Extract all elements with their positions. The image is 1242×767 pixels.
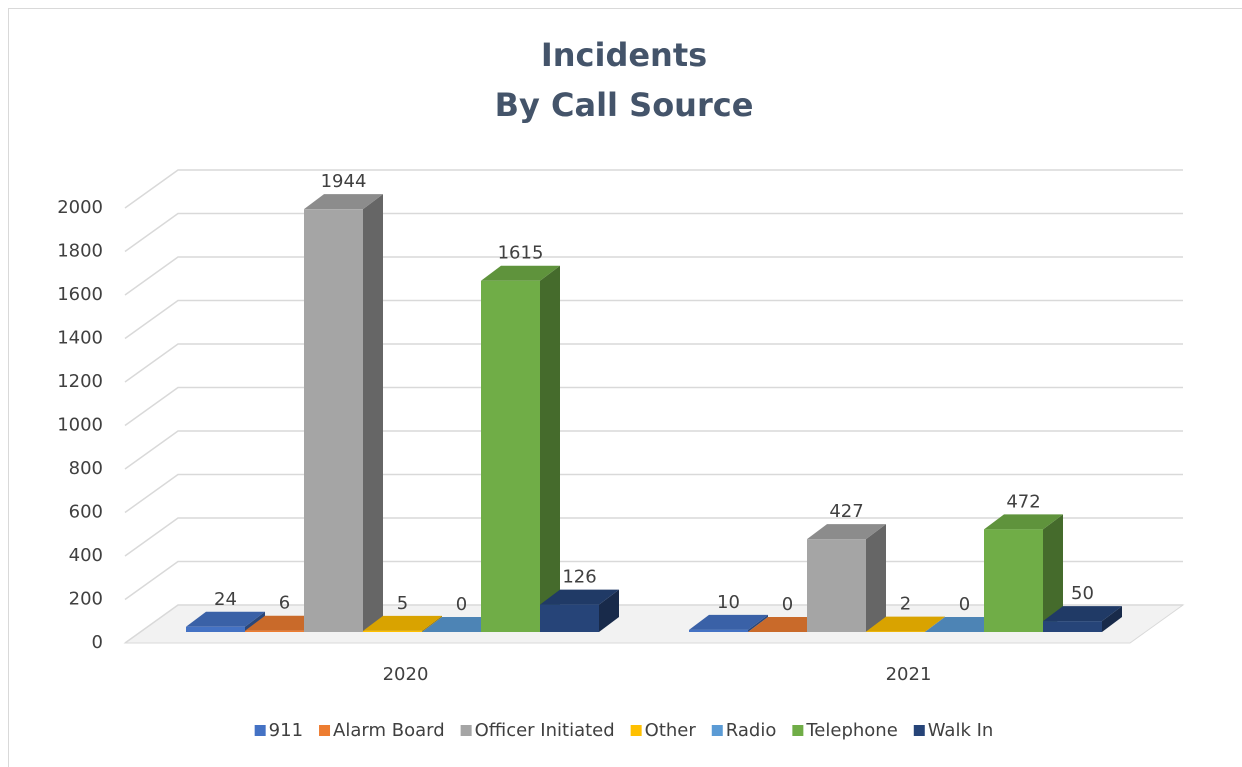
chart-frame: [8, 8, 1242, 767]
legend-label: Radio: [726, 720, 777, 741]
data-label: 0: [456, 594, 467, 615]
bar-top: [866, 616, 945, 632]
grid-line: [124, 169, 1183, 209]
y-tick-label: 200: [69, 589, 103, 610]
bar-top: [807, 524, 886, 540]
legend-swatch: [630, 725, 642, 736]
data-label: 5: [397, 593, 408, 614]
data-label: 0: [782, 594, 793, 615]
bar-top: [540, 589, 619, 605]
bar-side: [866, 524, 886, 632]
legend-label: Telephone: [805, 720, 897, 741]
legend-swatch: [792, 725, 804, 736]
grid-line: [124, 386, 1183, 427]
y-tick-label: 1000: [57, 415, 103, 436]
bar-side: [748, 614, 768, 632]
legend-swatch: [254, 725, 266, 736]
chart-subtitle: By Call Source: [495, 86, 754, 124]
bar-top: [186, 611, 265, 627]
bar: [245, 630, 304, 632]
y-tick-label: 600: [69, 502, 103, 523]
data-label: 0: [959, 594, 970, 615]
data-label: 2: [900, 594, 911, 615]
bar-side: [363, 194, 383, 632]
y-tick-label: 1200: [57, 371, 103, 392]
y-tick-label: 1400: [57, 328, 103, 349]
bar-top: [689, 614, 768, 630]
grid-line: [124, 430, 1183, 470]
x-tick-label: 2021: [886, 664, 932, 685]
legend-label: 911: [269, 720, 303, 741]
legend-swatch: [913, 725, 925, 736]
data-label: 1615: [498, 243, 544, 264]
x-tick-label: 2020: [383, 664, 429, 685]
bar: [1043, 621, 1102, 632]
grid-line: [124, 212, 1183, 253]
y-tick-label: 1600: [57, 284, 103, 305]
legend-swatch: [460, 725, 472, 736]
data-label: 1944: [321, 171, 367, 192]
bar: [481, 280, 540, 632]
bar: [984, 529, 1043, 632]
bar-top: [1043, 606, 1122, 622]
y-tick-label: 800: [69, 458, 103, 479]
bar-side: [540, 265, 560, 632]
bar: [186, 626, 245, 632]
y-tick-label: 400: [69, 545, 103, 566]
bar-side: [1043, 514, 1063, 632]
bar-side: [925, 616, 945, 632]
grid-line: [124, 256, 1183, 296]
data-label: 50: [1071, 583, 1094, 604]
legend-label: Officer Initiated: [475, 720, 615, 741]
y-tick-label: 0: [92, 632, 103, 653]
bar: [807, 539, 866, 632]
data-label: 472: [1006, 491, 1040, 512]
data-label: 24: [214, 589, 237, 610]
bar-side: [1102, 606, 1122, 632]
bar: [689, 629, 748, 632]
bar-top: [984, 514, 1063, 530]
bar-side: [422, 615, 442, 632]
chart-title: Incidents: [541, 36, 707, 74]
legend-swatch: [711, 725, 723, 736]
legend-swatch: [319, 725, 331, 736]
bar: [304, 209, 363, 632]
data-label: 427: [829, 501, 863, 522]
bar: [540, 604, 599, 632]
legend-label: Alarm Board: [333, 720, 445, 741]
grid-line: [124, 473, 1183, 514]
data-label: 126: [562, 567, 596, 588]
bar-top: [481, 265, 560, 281]
y-tick-label: 1800: [57, 241, 103, 262]
bar-top: [363, 615, 442, 631]
bar-top: [304, 194, 383, 210]
grid-line: [124, 517, 1183, 557]
data-label: 6: [279, 593, 290, 614]
bar: [363, 630, 422, 632]
legend-label: Walk In: [928, 720, 994, 741]
grid-line: [124, 343, 1183, 383]
data-label: 10: [717, 592, 740, 613]
legend-label: Other: [645, 720, 697, 741]
y-tick-label: 2000: [57, 197, 103, 218]
grid-line: [124, 299, 1183, 340]
bar-side: [599, 589, 619, 632]
